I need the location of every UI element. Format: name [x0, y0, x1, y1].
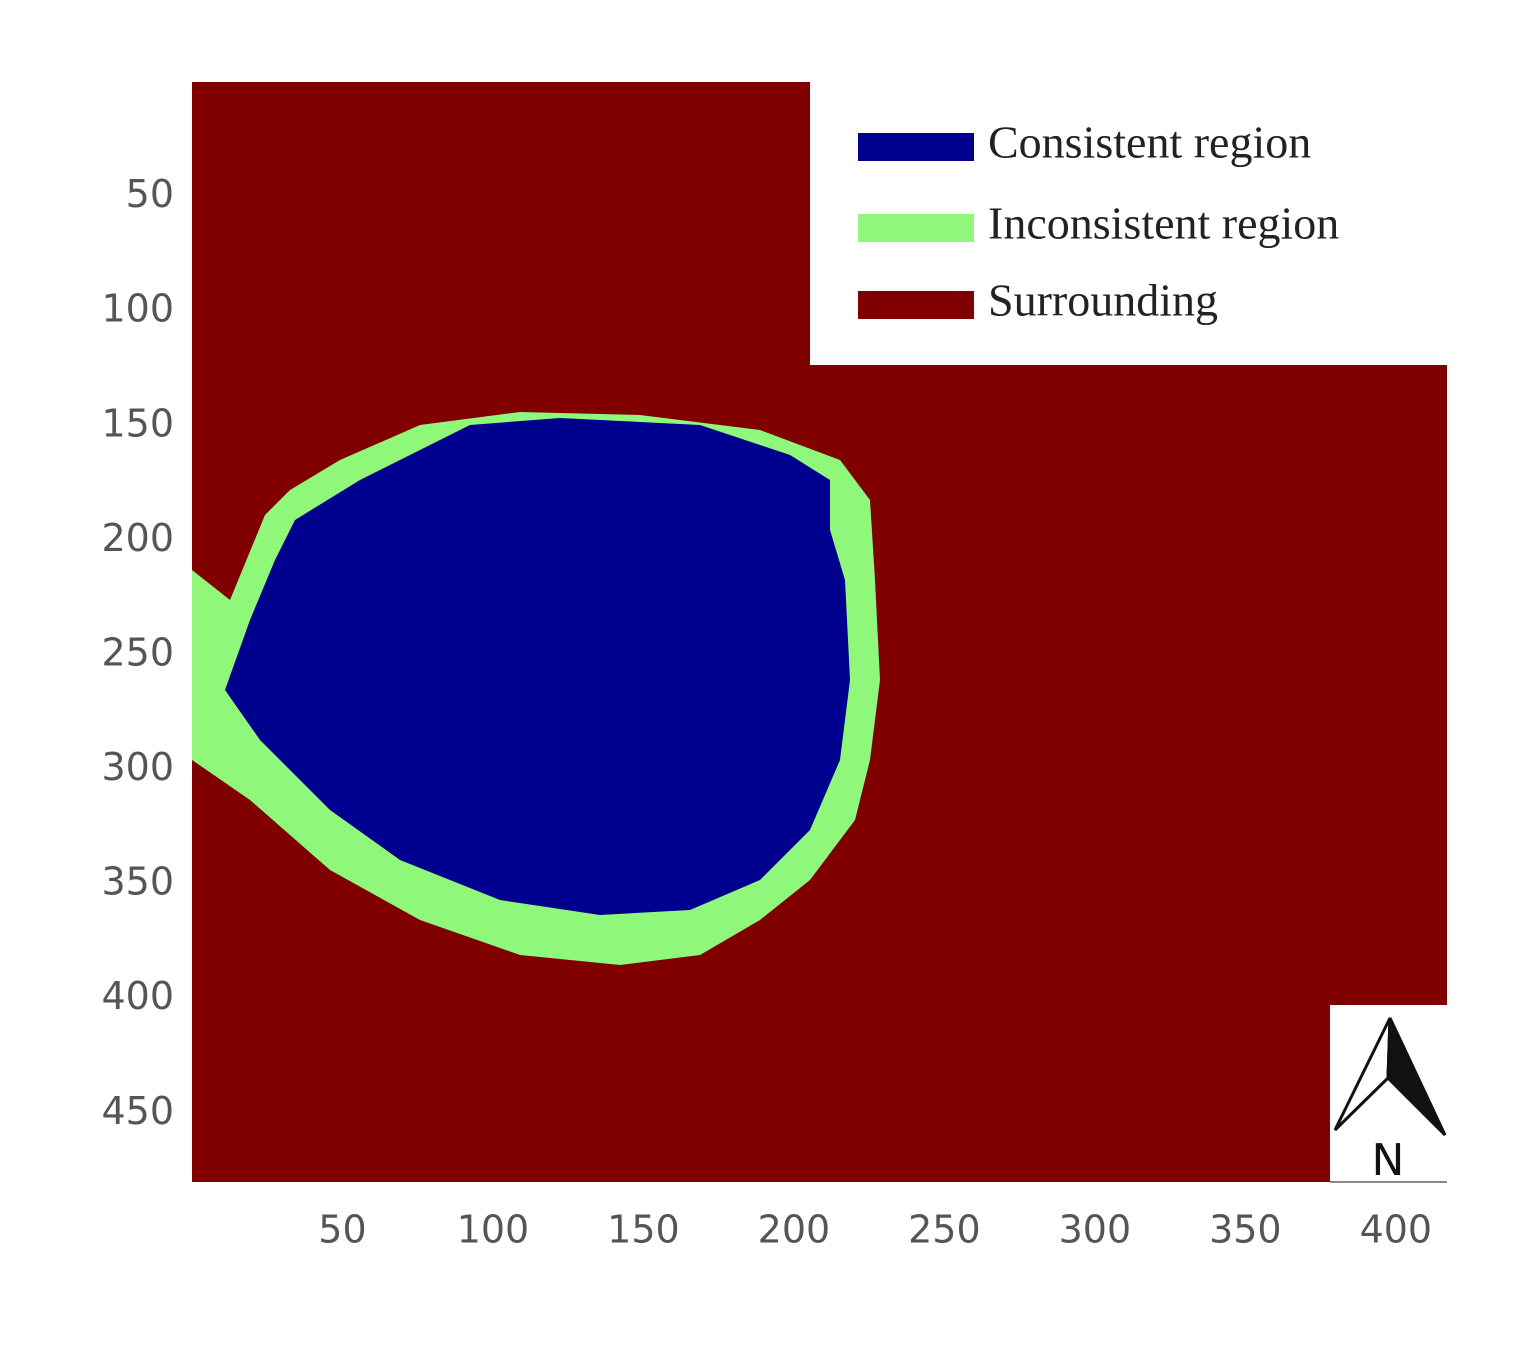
y-tick-label: 250: [101, 630, 174, 674]
north-label: N: [1372, 1135, 1405, 1186]
compass: N: [1330, 1017, 1447, 1186]
legend-swatch: [858, 214, 974, 242]
x-tick-label: 250: [908, 1208, 981, 1252]
legend-swatch: [858, 133, 974, 161]
legend-label: Consistent region: [988, 117, 1311, 168]
y-tick-label: 150: [101, 401, 174, 445]
y-tick-label: 400: [101, 974, 174, 1018]
legend-swatch: [858, 291, 974, 319]
y-tick-label: 50: [126, 172, 174, 216]
x-tick-label: 300: [1059, 1208, 1132, 1252]
y-tick-label: 350: [101, 860, 174, 904]
y-tick-label: 300: [101, 745, 174, 789]
x-tick-label: 50: [318, 1208, 366, 1252]
y-tick-label: 100: [101, 287, 174, 331]
x-tick-label: 200: [758, 1208, 831, 1252]
compass-arrow-right: [1386, 1017, 1447, 1137]
legend-label: Surrounding: [988, 275, 1218, 326]
x-tick-label: 400: [1360, 1208, 1433, 1252]
x-tick-label: 100: [457, 1208, 530, 1252]
consistent-region: [225, 418, 850, 915]
regions: [192, 82, 1447, 1182]
legend-label: Inconsistent region: [988, 198, 1339, 249]
y-tick-label: 200: [101, 516, 174, 560]
x-tick-label: 350: [1209, 1208, 1282, 1252]
y-tick-label: 450: [101, 1089, 174, 1133]
x-tick-label: 150: [607, 1208, 680, 1252]
